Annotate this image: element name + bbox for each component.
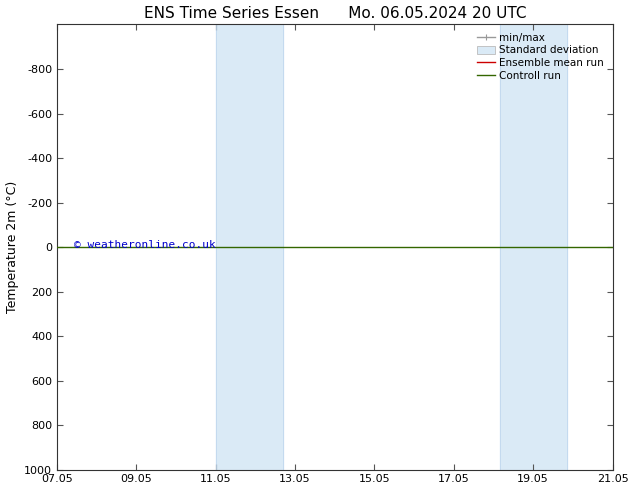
Bar (500, 24, 567, 469)
Bar (216, 24, 283, 469)
Y-axis label: Temperature 2m (°C): Temperature 2m (°C) (6, 181, 18, 313)
Legend: min/max, Standard deviation, Ensemble mean run, Controll run: min/max, Standard deviation, Ensemble me… (474, 30, 607, 84)
Text: © weatheronline.co.uk: © weatheronline.co.uk (74, 240, 216, 250)
Title: ENS Time Series Essen      Mo. 06.05.2024 20 UTC: ENS Time Series Essen Mo. 06.05.2024 20 … (143, 5, 526, 21)
